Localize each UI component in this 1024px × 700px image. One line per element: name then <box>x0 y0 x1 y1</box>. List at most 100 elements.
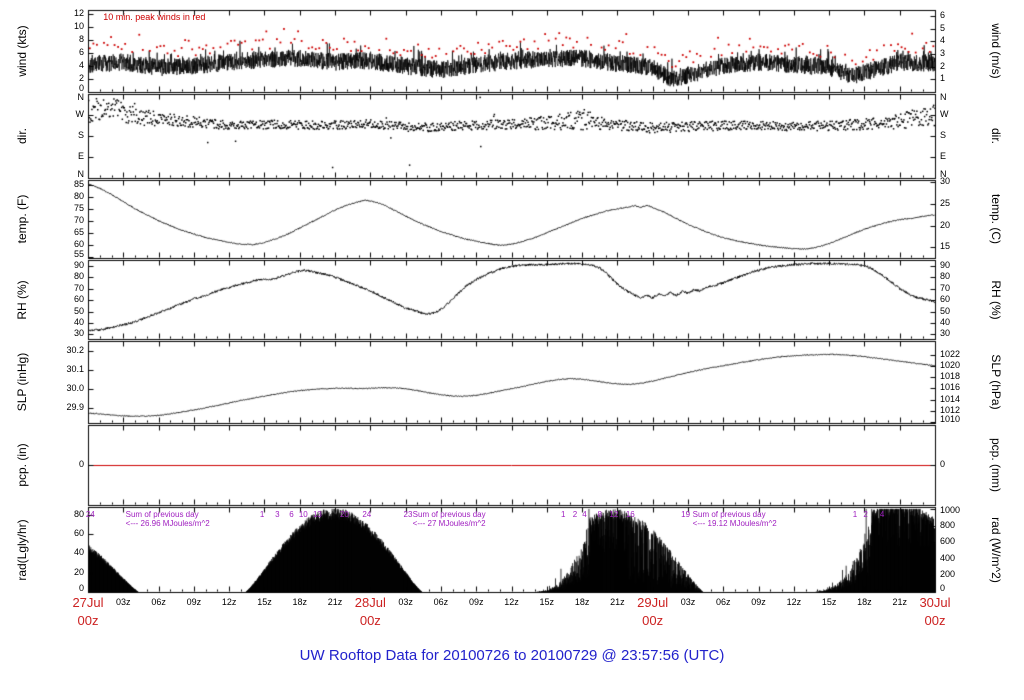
ytick-dir-left-N: N <box>77 92 85 102</box>
axis-label-rh-right: RH (%) <box>989 279 1003 320</box>
ytick-dir-left-W: W <box>75 109 85 119</box>
ytick-rh-right-40: 40 <box>940 316 951 327</box>
ytick-temp-right-20: 20 <box>940 219 951 230</box>
ytick-slp-left-30.1: 30.1 <box>66 363 84 374</box>
rad-cumulative-mark-2: 3 <box>275 510 280 519</box>
x-tick-label-4: 15z <box>257 597 272 607</box>
ytick-wind-right-5: 5 <box>940 22 946 33</box>
ytick-temp-right-30: 30 <box>940 176 951 187</box>
ytick-slp-left-29.9: 29.9 <box>66 401 84 412</box>
ytick-rad-left-0: 0 <box>78 583 84 593</box>
ytick-rh-left-40: 40 <box>73 316 84 327</box>
x-day-label-27Jul: 27Jul <box>72 595 104 610</box>
rad-cumulative-mark-18: 4 <box>879 510 885 519</box>
ytick-temp-left-85: 85 <box>73 178 84 189</box>
x-tick-label-0: 03z <box>116 597 131 607</box>
rad-cumulative-mark-17: 2 <box>863 510 868 519</box>
x-tick-label-1: 06z <box>151 597 166 607</box>
x-tick-label-6: 21z <box>327 597 343 607</box>
ytick-slp-left-30.0: 30.0 <box>66 382 84 393</box>
x-tick-label-2: 09z <box>186 597 202 607</box>
x-tick-label-17: 12z <box>786 597 802 607</box>
axis-label-temp-right: temp. (C) <box>989 193 1003 245</box>
rad-cumulative-mark-15: 19 <box>681 510 691 519</box>
rad-cumulative-mark-7: 24 <box>362 510 372 519</box>
axis-label-pcp-left: pcp. (in) <box>15 443 29 487</box>
rad-sum-label-2: Sum of previous day <box>692 510 766 519</box>
ytick-slp-right-1016: 1016 <box>940 382 961 393</box>
ytick-wind-left-4: 4 <box>78 59 84 70</box>
ytick-rh-right-50: 50 <box>940 305 951 316</box>
rad-cumulative-mark-16: 1 <box>852 510 858 519</box>
rad-cumulative-mark-14: 16 <box>625 510 635 519</box>
x-day-time-30Jul: 00z <box>924 613 946 628</box>
ytick-rad-left-80: 80 <box>73 508 84 519</box>
ytick-rad-right-800: 800 <box>940 519 956 530</box>
axis-label-slp-right: SLP (hPa) <box>989 354 1003 410</box>
x-tick-label-7: 03z <box>398 597 413 607</box>
chart-title: UW Rooftop Data for 20100726 to 20100729… <box>299 647 725 664</box>
x-tick-label-19: 18z <box>857 597 872 607</box>
ytick-slp-right-1020: 1020 <box>940 359 961 370</box>
x-day-time-29Jul: 00z <box>642 613 664 628</box>
x-day-time-28Jul: 00z <box>359 613 381 628</box>
ytick-temp-right-25: 25 <box>940 198 951 208</box>
ytick-rh-left-70: 70 <box>73 282 84 293</box>
ytick-temp-right-15: 15 <box>940 241 951 252</box>
rad-cumulative-mark-8: 23 <box>403 510 413 519</box>
ytick-pcp-right-0: 0 <box>940 459 946 469</box>
ytick-rh-left-30: 30 <box>73 328 84 339</box>
x-tick-label-16: 09z <box>751 597 766 607</box>
axis-label-dir-right: dir. <box>989 127 1003 145</box>
ytick-temp-left-60: 60 <box>73 238 84 249</box>
rad-cumulative-mark-10: 2 <box>572 510 578 519</box>
rad-cumulative-mark-5: 13 <box>312 510 322 519</box>
ytick-rad-right-200: 200 <box>940 569 956 580</box>
ytick-temp-left-65: 65 <box>73 226 84 237</box>
ytick-pcp-left-0: 0 <box>78 459 84 469</box>
axis-label-slp-left: SLP (inHg) <box>15 352 29 412</box>
rad-cumulative-mark-12: 8 <box>597 510 602 519</box>
x-day-label-28Jul: 28Jul <box>354 595 386 610</box>
ytick-wind-left-8: 8 <box>78 33 84 44</box>
ytick-wind-right-4: 4 <box>940 35 946 46</box>
rad-sum-value-2: <--- 19.12 MJoules/m^2 <box>692 519 777 528</box>
axis-label-dir-left: dir. <box>15 127 29 145</box>
ytick-dir-right-N: N <box>940 169 947 179</box>
ytick-rh-right-70: 70 <box>940 282 951 293</box>
ytick-wind-left-10: 10 <box>73 20 84 31</box>
ytick-rh-left-50: 50 <box>73 305 84 316</box>
x-tick-label-20: 21z <box>892 597 907 607</box>
ytick-wind-left-2: 2 <box>78 72 84 83</box>
ytick-wind-right-3: 3 <box>940 48 946 59</box>
ytick-dir-right-E: E <box>940 151 947 161</box>
ytick-temp-left-80: 80 <box>73 190 84 201</box>
ytick-rad-right-400: 400 <box>940 552 956 563</box>
rad-cumulative-mark-0: 24 <box>85 510 95 519</box>
ytick-temp-left-55: 55 <box>73 249 84 259</box>
ytick-dir-left-E: E <box>77 151 84 161</box>
x-tick-label-12: 18z <box>574 597 590 607</box>
ytick-rad-left-40: 40 <box>73 547 84 558</box>
axis-label-rad-right: rad (W/m^2) <box>989 516 1003 583</box>
ytick-rad-left-60: 60 <box>73 528 84 539</box>
rad-cumulative-mark-1: 1 <box>259 510 265 519</box>
rad-sum-label-0: Sum of previous day <box>125 510 199 519</box>
x-day-time-27Jul: 00z <box>77 613 99 628</box>
ytick-slp-right-1012: 1012 <box>940 404 961 415</box>
ytick-rh-left-80: 80 <box>73 271 84 282</box>
rad-cumulative-mark-3: 6 <box>289 510 294 519</box>
ytick-wind-left-12: 12 <box>73 7 84 18</box>
wind-peak-note: 10 min. peak winds in red <box>103 12 206 22</box>
ytick-dir-left-N: N <box>77 169 85 179</box>
x-tick-label-3: 12z <box>221 597 237 607</box>
axis-label-temp-left: temp. (F) <box>15 194 29 244</box>
ytick-slp-right-1014: 1014 <box>940 393 961 404</box>
ytick-wind-left-0: 0 <box>78 83 84 93</box>
axis-label-wind-left: wind (kts) <box>15 25 29 77</box>
x-day-label-29Jul: 29Jul <box>637 595 669 610</box>
rad-sum-value-0: <--- 26.96 MJoules/m^2 <box>125 519 210 528</box>
rad-sum-value-1: <--- 27 MJoules/m^2 <box>412 519 486 528</box>
rad-cumulative-mark-4: 10 <box>298 510 308 519</box>
